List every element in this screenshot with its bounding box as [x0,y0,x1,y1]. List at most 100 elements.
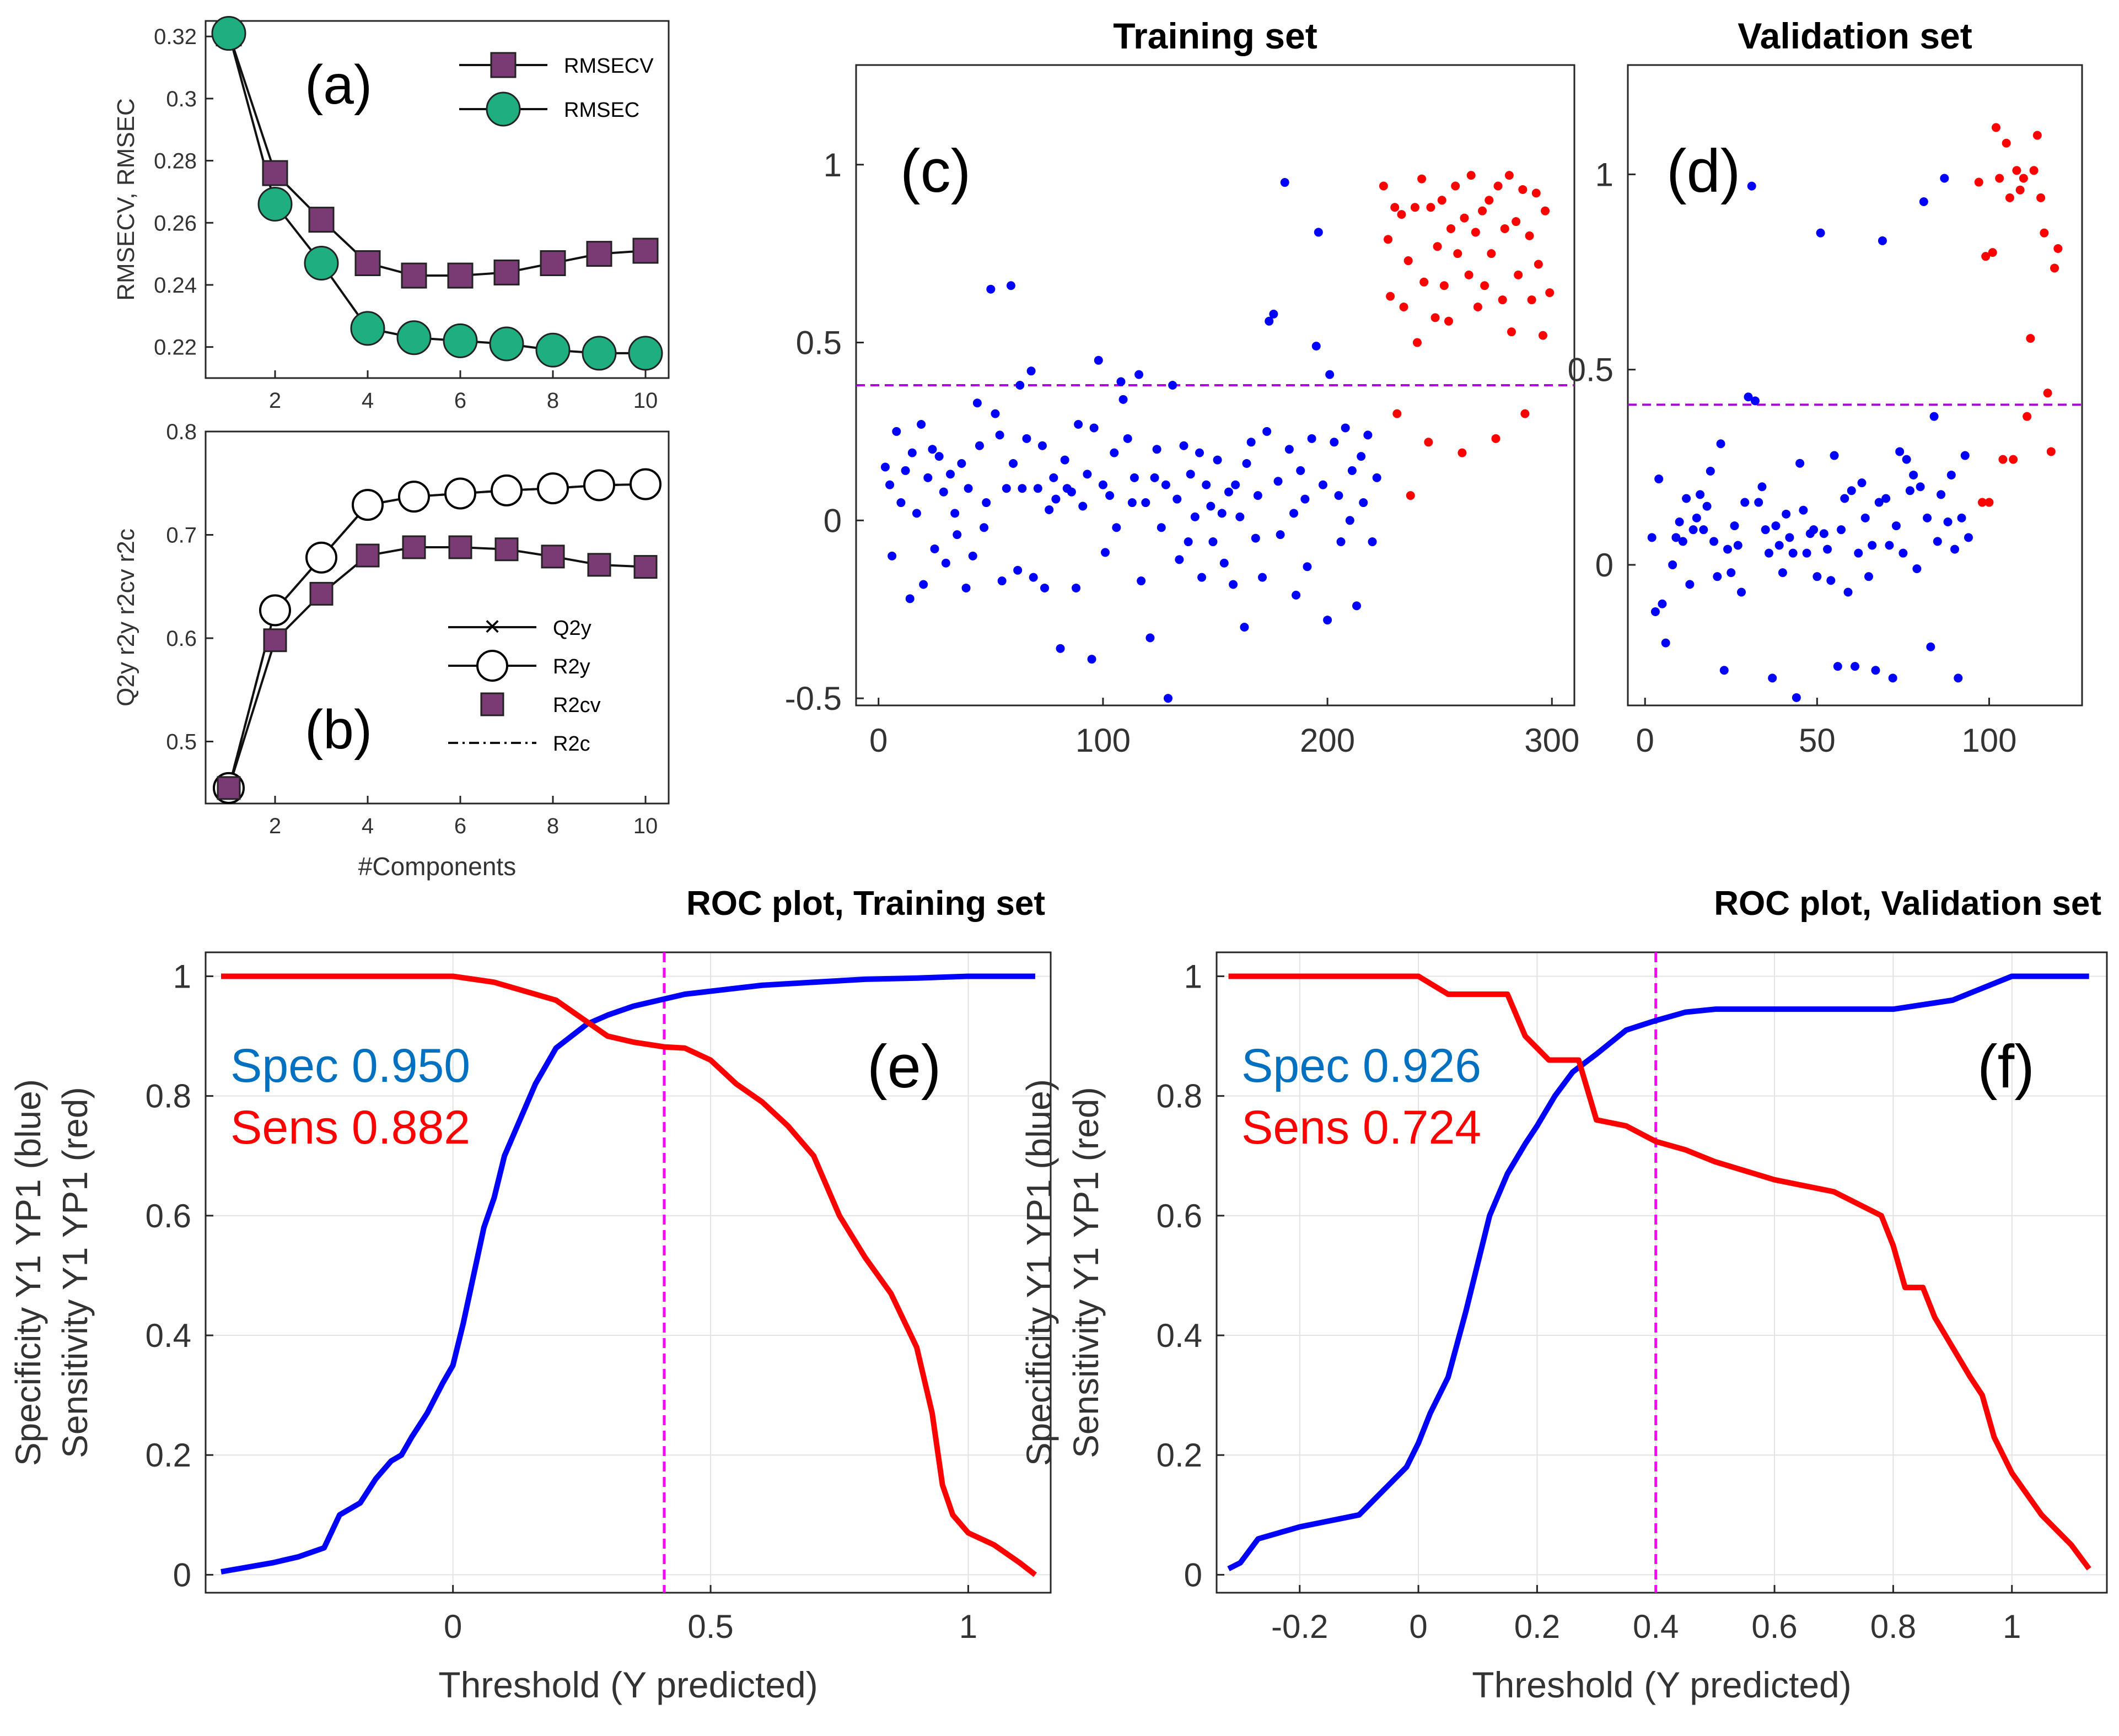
data-point-class-1 [1485,196,1494,205]
y-tick-label: 1 [824,147,842,184]
data-point-class-1 [1541,206,1550,215]
data-point-class-0 [1341,423,1350,433]
data-point-class-1 [1417,174,1427,184]
data-point-class-1 [1471,228,1480,237]
data-point-class-0 [1037,441,1047,450]
rmsecv-point [447,262,474,289]
data-point-class-0 [1943,517,1953,526]
data-point-class-0 [1774,541,1784,550]
data-point-class-1 [1478,206,1487,215]
data-point-class-0 [1273,477,1283,486]
data-point-class-0 [1778,568,1787,578]
data-point-class-0 [1891,521,1901,531]
panel-label: (c) [900,137,971,205]
data-point-class-0 [1145,633,1155,643]
data-point-class-0 [1206,502,1216,511]
x-tick-label: 100 [1075,722,1131,759]
y-axis-label: Q2y r2y r2cv r2c [112,529,139,707]
data-point-class-0 [1330,438,1339,447]
x-tick-label: 0.5 [687,1608,733,1645]
legend-marker-rmsec [486,91,521,127]
data-point-class-0 [905,594,915,603]
data-point-class-1 [1518,185,1528,194]
data-point-class-0 [972,398,982,408]
data-point-class-0 [1881,494,1891,503]
data-point-class-1 [1458,448,1467,457]
data-point-class-0 [1213,455,1222,465]
data-point-class-1 [1493,181,1503,191]
data-point-class-0 [1173,494,1182,504]
data-point-class-0 [1950,544,1960,554]
data-point-class-0 [1933,537,1942,546]
panel-label: (d) [1666,137,1740,205]
data-point-class-1 [1507,327,1516,337]
data-point-class-1 [2050,263,2059,273]
rmsecv-point [401,262,427,289]
data-point-class-0 [1296,466,1305,475]
data-point-class-1 [1520,409,1530,418]
data-point-class-0 [1269,309,1278,319]
data-point-class-0 [1946,470,1956,479]
data-point-class-0 [1940,174,1949,183]
sensitivity-annotation: Sens 0.724 [1241,1101,1481,1154]
panel-label: (a) [305,54,372,116]
data-point-class-0 [1661,638,1670,648]
x-tick-label: 10 [633,389,658,413]
data-point-class-0 [1318,480,1327,489]
data-point-class-0 [1860,513,1870,522]
y-tick-label: 0.8 [146,1078,191,1115]
data-point-class-0 [1022,434,1031,443]
data-point-class-0 [1888,673,1897,683]
data-point-class-0 [1197,573,1207,582]
x-tick-label: 0.6 [1751,1608,1797,1645]
chart-title: Validation set [1738,15,1972,56]
sensitivity-curve [221,973,1037,1577]
legend-marker-r2cv [480,692,504,716]
data-point-class-1 [2012,166,2021,175]
series-line-rmsecv [228,33,646,277]
data-point-class-0 [1799,505,1808,515]
x-tick-label: 0.2 [1514,1608,1560,1645]
data-point-class-0 [1912,564,1922,574]
y-axis-label: Sensitivity Y1 YP1 (red) [1066,1087,1106,1458]
data-point-class-0 [1323,616,1332,625]
y-tick-label: 0.28 [154,149,197,174]
data-point-class-1 [1512,217,1521,227]
data-point-class-1 [1397,210,1406,219]
data-point-class-0 [1060,455,1069,465]
data-point-class-0 [1105,491,1115,500]
data-point-class-0 [1336,537,1346,547]
x-tick-label: 8 [547,814,559,838]
data-point-class-1 [1406,491,1415,500]
data-point-class-0 [953,530,962,540]
data-point-class-0 [957,459,966,468]
x-tick-label: 200 [1300,722,1355,759]
data-point-class-0 [1325,370,1335,379]
data-point-class-0 [919,580,928,589]
specificity-curve [220,973,1035,1575]
data-point-class-0 [1813,572,1822,581]
rmsec-point [396,320,432,355]
data-point-class-1 [1419,277,1429,287]
data-point-class-0 [1854,548,1863,558]
data-point-class-0 [1851,662,1859,671]
data-point-class-0 [1265,316,1274,326]
data-point-class-0 [1696,490,1705,499]
data-point-class-0 [901,466,910,475]
data-point-class-0 [1116,377,1126,386]
data-point-class-0 [980,523,989,532]
data-point-class-1 [2043,389,2052,398]
data-point-class-0 [1960,451,1970,460]
data-point-class-0 [1954,673,1963,683]
data-point-class-0 [1782,509,1791,519]
data-point-class-1 [1386,292,1395,301]
data-point-class-0 [1709,537,1719,546]
data-point-class-0 [1029,573,1038,582]
data-point-class-0 [1352,601,1362,611]
data-point-class-0 [1816,228,1825,238]
x-tick-label: 10 [633,814,658,838]
data-point-class-0 [1788,548,1798,558]
data-point-class-0 [1240,622,1249,632]
y-tick-label: 0 [173,1556,191,1593]
legend-label: Q2y [553,617,591,640]
